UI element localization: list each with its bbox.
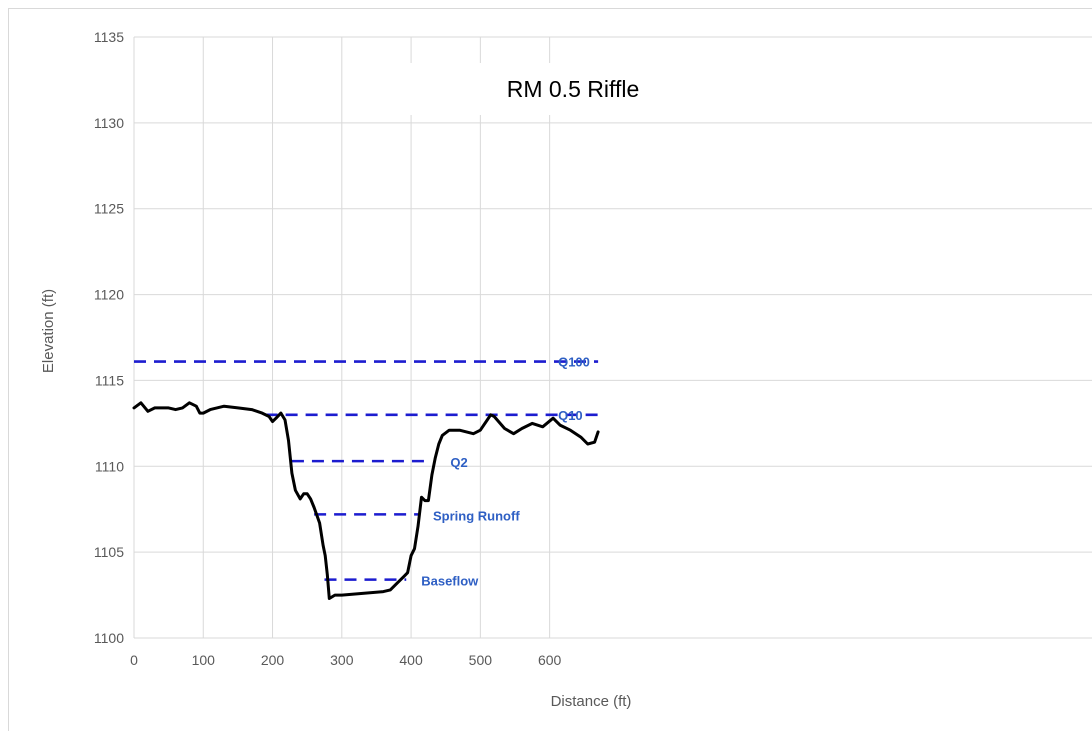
level-label: Q2 bbox=[450, 455, 467, 470]
chart-title: RM 0.5 Riffle bbox=[507, 76, 640, 102]
title-background bbox=[405, 63, 683, 115]
level-label: Spring Runoff bbox=[433, 508, 520, 523]
x-tick-label: 600 bbox=[538, 652, 562, 668]
elevation-chart: 1100 1105 1110 1115 1120 1125 1130 1135 0 100 200 3… bbox=[40, 29, 1092, 710]
y-tick-label: 1100 bbox=[94, 630, 124, 646]
level-label: Baseflow bbox=[421, 574, 479, 589]
x-tick-label: 0 bbox=[130, 652, 138, 668]
y-tick-label: 1120 bbox=[94, 287, 124, 303]
y-tick-label: 1115 bbox=[95, 372, 124, 388]
x-tick-label: 200 bbox=[261, 652, 285, 668]
level-label: Q10 bbox=[558, 408, 583, 423]
tick-labels: 1100 1105 1110 1115 1120 1125 1130 1135 0 100 200 3… bbox=[94, 29, 562, 668]
y-tick-label: 1125 bbox=[94, 201, 124, 217]
level-label: Q100 bbox=[558, 355, 590, 370]
x-tick-label: 300 bbox=[330, 652, 354, 668]
y-tick-label: 1130 bbox=[94, 115, 124, 131]
y-tick-label: 1110 bbox=[95, 458, 124, 474]
x-tick-label: 500 bbox=[469, 652, 493, 668]
y-tick-label: 1135 bbox=[94, 29, 124, 45]
water-level-lines: Q100 Q10 Q2 Spring Runoff Baseflow bbox=[134, 355, 599, 589]
y-tick-label: 1105 bbox=[94, 544, 124, 560]
cross-section-profile bbox=[132, 401, 600, 600]
grid-lines bbox=[133, 36, 1092, 639]
y-axis-title: Elevation (ft) bbox=[40, 289, 57, 373]
profile-line-0 bbox=[132, 401, 600, 600]
x-tick-label: 100 bbox=[192, 652, 216, 668]
chart-frame: 1100 1105 1110 1115 1120 1125 1130 1135 0 100 200 3… bbox=[8, 8, 1092, 731]
x-axis-title: Distance (ft) bbox=[551, 693, 632, 710]
x-tick-label: 400 bbox=[399, 652, 423, 668]
